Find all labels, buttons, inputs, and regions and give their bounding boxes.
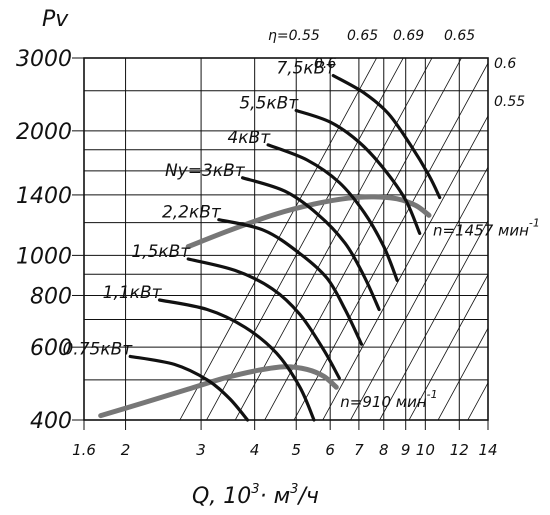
speed-curve xyxy=(98,364,339,419)
efficiency-line xyxy=(293,62,488,420)
power-curve-label: 1,1кВт xyxy=(103,283,163,303)
efficiency-label: η=0.55 xyxy=(268,28,320,44)
power-curve xyxy=(217,218,364,346)
x-tick-label: 6 xyxy=(325,441,335,459)
x-tick-label: 7 xyxy=(354,441,364,459)
y-tick-label: 800 xyxy=(30,284,72,309)
x-tick-label: 5 xyxy=(291,441,301,459)
efficiency-label: 0.6 xyxy=(494,56,516,72)
efficiency-line xyxy=(350,166,488,420)
power-curve-label: 5,5кВт xyxy=(239,93,299,113)
efficiency-line xyxy=(408,273,488,420)
x-axis-label-tail: /ч xyxy=(296,484,318,509)
x-tick-label: 4 xyxy=(250,441,260,459)
x-tick-label: 2 xyxy=(121,441,131,459)
efficiency-label: 0.65 xyxy=(444,28,475,44)
efficiency-line xyxy=(379,219,488,420)
x-tick-label: 14 xyxy=(478,441,497,459)
grid xyxy=(72,57,489,430)
power-curve xyxy=(294,108,422,235)
x-axis-label-exp: 3 xyxy=(251,482,259,497)
power-curve-label: 1,5кВт xyxy=(131,242,191,262)
y-tick-label: 2000 xyxy=(16,120,72,145)
y-axis-label: Pv xyxy=(42,7,69,32)
power-curve xyxy=(266,143,399,282)
efficiency-label: 0.6 xyxy=(314,56,336,72)
x-tick-label: 1.6 xyxy=(72,441,96,459)
x-axis-label-exp2: 3 xyxy=(290,482,298,497)
plot-frame xyxy=(83,57,489,421)
power-curve xyxy=(157,298,316,422)
power-curve xyxy=(331,74,442,200)
y-tick-label: 1000 xyxy=(16,244,72,269)
power-curve xyxy=(241,176,381,312)
power-curve-label: 4кВт xyxy=(227,128,271,148)
x-axis-label-q: Q, 10 xyxy=(192,484,251,509)
efficiency-line xyxy=(322,115,488,420)
y-tick-label: 600 xyxy=(30,336,72,361)
x-axis-label-mid: · м xyxy=(260,484,291,509)
x-tick-label: 12 xyxy=(450,441,469,459)
x-tick-label: 10 xyxy=(416,441,435,459)
x-tick-label: 9 xyxy=(401,441,411,459)
x-axis-label: Q, 103· м3/ч xyxy=(192,482,319,509)
x-tick-label: 3 xyxy=(196,441,206,459)
x-tick-label: 8 xyxy=(379,441,389,459)
efficiency-line xyxy=(264,58,462,420)
y-tick-label: 1400 xyxy=(16,184,72,209)
power-curve xyxy=(186,257,341,380)
power-curve xyxy=(128,354,250,422)
efficiency-label: 0.65 xyxy=(347,28,378,44)
efficiency-label: 0.69 xyxy=(393,28,424,44)
power-curve-label: 2,2кВт xyxy=(162,203,222,223)
power-curve-label: 0.75кВт xyxy=(62,339,133,359)
speed-curve-label: n=910 мин-1 xyxy=(340,388,437,411)
efficiency-label: 0.55 xyxy=(494,94,525,110)
y-tick-label: 3000 xyxy=(16,47,72,72)
power-curve-label: 7,5кВт xyxy=(276,59,336,79)
speed-curve-label: n=1457 мин-1 xyxy=(433,216,540,239)
power-curves xyxy=(128,74,442,422)
efficiency-line xyxy=(437,327,488,420)
y-tick-label: 400 xyxy=(30,409,72,434)
power-curve-label: Ny=3кВт xyxy=(165,161,246,181)
labels: 400 600 800 1000 1400 2000 3000 1.6 2 3 4 5 6 7 8 9 10 12… xyxy=(16,28,540,459)
